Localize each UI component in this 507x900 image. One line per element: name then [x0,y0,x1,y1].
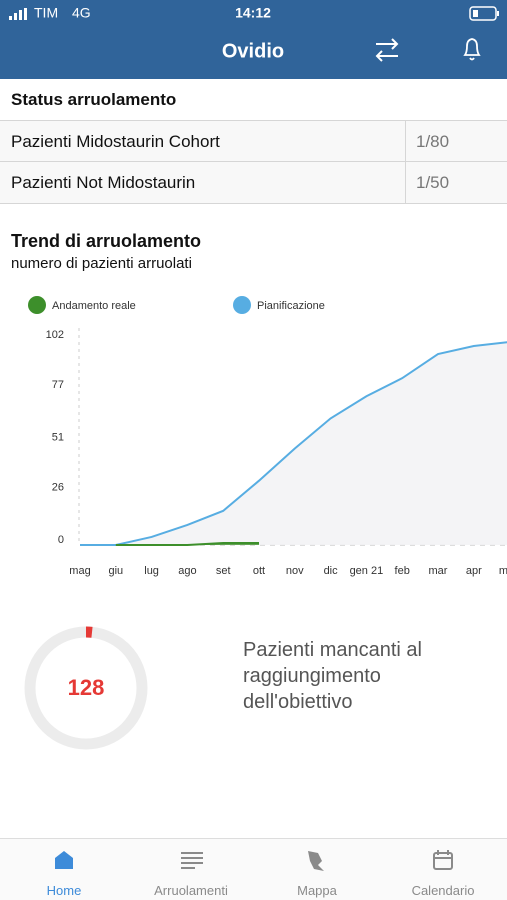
x-tick-label: ago [178,565,196,577]
gauge-value: 128 [68,675,105,700]
x-tick-label: feb [395,565,410,577]
gauge: 128 [24,626,148,750]
x-tick-label: nov [286,565,304,577]
legend-swatch [233,296,251,314]
x-tick-label: mag [69,565,90,577]
y-tick-label: 102 [46,329,64,341]
trend-title: Trend di arruolamento [11,231,202,251]
row-value: 1/80 [416,132,450,151]
y-tick-label: 51 [52,431,64,443]
notification-button[interactable] [463,38,481,61]
cell-divider [405,121,406,162]
table-title: Status arruolamento [11,90,177,109]
gauge-description: Pazienti mancanti al raggiungimento dell… [243,639,422,713]
header: TIM 4G 14:12 Ovidio [0,0,507,79]
x-tick-label: lug [144,565,159,577]
network: 4G [72,5,91,21]
list-icon [181,852,203,869]
y-tick-label: 77 [52,379,64,391]
tab-calendario[interactable]: Calendario [411,883,475,898]
line [80,341,507,546]
row-value: 1/50 [416,173,450,192]
carrier: TIM [34,5,58,21]
y-tick-label: 26 [52,482,64,494]
legend-label: Andamento reale [52,300,136,312]
x-tick-label: giu [108,565,123,577]
area [80,342,507,545]
battery-icon [469,6,499,21]
x-tick-label: mag [499,565,507,577]
sync-button[interactable] [375,38,399,62]
legend-label: Pianificazione [257,300,325,312]
x-tick-label: mar [429,565,448,577]
x-tick-label: set [216,565,231,577]
row-label: Pazienti Not Midostaurin [11,173,196,192]
table-title-row: Status arruolamento [0,79,507,121]
y-tick-label: 0 [58,534,64,546]
cell-divider [405,162,406,204]
signal-icon [9,8,27,20]
map-icon [308,851,324,871]
table-row: Pazienti Not Midostaurin 1/50 [0,162,507,204]
home-icon [55,851,73,869]
x-tick-label: ott [253,565,265,577]
x-tick-label: apr [466,565,482,577]
clock: 14:12 [235,5,271,21]
tab-arruolamenti[interactable]: Arruolamenti [154,883,228,898]
table-row: Pazienti Midostaurin Cohort 1/80 [0,121,507,162]
x-tick-label: gen 21 [350,565,384,577]
header-icons: TIM 4G 14:12 Ovidio [9,5,499,62]
tab-mappa[interactable]: Mappa [297,883,337,898]
nav-title: Ovidio [222,40,284,62]
legend-swatch [28,296,46,314]
tab-icons [55,850,453,871]
trend-subtitle: numero di pazienti arruolati [11,255,192,272]
x-tick-label: dic [324,565,339,577]
row-label: Pazienti Midostaurin Cohort [11,132,220,151]
chart: Andamento reale Pianificazione 0 26 51 77 102 m… [28,296,507,577]
tab-home[interactable]: Home [46,883,82,898]
calendar-icon [433,850,453,870]
tab-bar: Home Arruolamenti Mappa Calendario [0,838,507,900]
line [115,541,259,546]
